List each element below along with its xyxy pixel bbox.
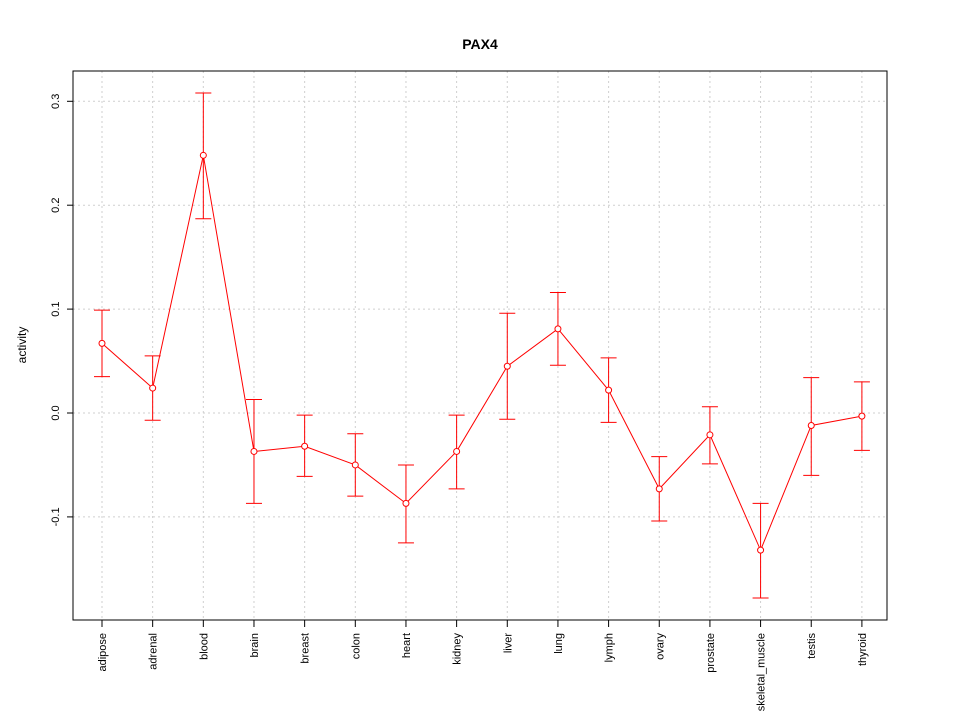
- y-axis: -0.1 0.0 0.1 0.2 0.3: [50, 94, 74, 526]
- data-point: [402, 499, 410, 507]
- x-tick-label: heart: [401, 633, 413, 658]
- y-tick-label: 0.2: [50, 198, 62, 213]
- data-point: [98, 339, 106, 347]
- data-point: [250, 447, 258, 455]
- x-tick-label: kidney: [452, 633, 464, 665]
- x-tick-label: testis: [806, 633, 818, 659]
- x-axis: adipose adrenal blood brain breast colon heart…: [97, 619, 869, 711]
- x-tick-label: prostate: [705, 633, 717, 673]
- x-tick-label: blood: [198, 633, 210, 660]
- data-point: [807, 421, 815, 429]
- y-axis-label: activity: [15, 327, 29, 364]
- error-bars: [94, 92, 870, 599]
- y-tick-label: 0.3: [50, 94, 62, 109]
- x-tick-label: lung: [553, 633, 565, 654]
- data-points: [98, 151, 866, 554]
- grid: [73, 71, 887, 620]
- x-tick-label: colon: [350, 633, 362, 659]
- data-point: [706, 431, 714, 439]
- x-tick-label: brain: [249, 633, 261, 657]
- data-point: [453, 447, 461, 455]
- x-tick-label: adipose: [97, 633, 109, 672]
- series-line: [101, 155, 862, 552]
- x-tick-label: skeletal_muscle: [756, 633, 768, 711]
- chart-title: PAX4: [462, 36, 498, 52]
- x-tick-label: thyroid: [857, 633, 869, 666]
- y-tick-label: -0.1: [50, 507, 62, 526]
- x-tick-label: ovary: [654, 633, 666, 660]
- x-tick-label: lymph: [604, 633, 616, 662]
- x-tick-label: breast: [300, 633, 312, 664]
- data-point: [301, 442, 309, 450]
- data-point: [655, 485, 663, 493]
- plot-frame: [72, 70, 888, 621]
- data-point: [605, 386, 613, 394]
- data-point: [351, 461, 359, 469]
- data-point: [757, 546, 765, 554]
- y-tick-label: 0.0: [50, 405, 62, 420]
- data-point: [554, 325, 562, 333]
- x-tick-label: adrenal: [148, 633, 160, 670]
- data-point: [149, 384, 157, 392]
- data-point: [858, 412, 866, 420]
- x-tick-label: liver: [502, 633, 514, 654]
- y-tick-label: 0.1: [50, 301, 62, 316]
- data-point: [503, 362, 511, 370]
- data-point: [199, 151, 207, 159]
